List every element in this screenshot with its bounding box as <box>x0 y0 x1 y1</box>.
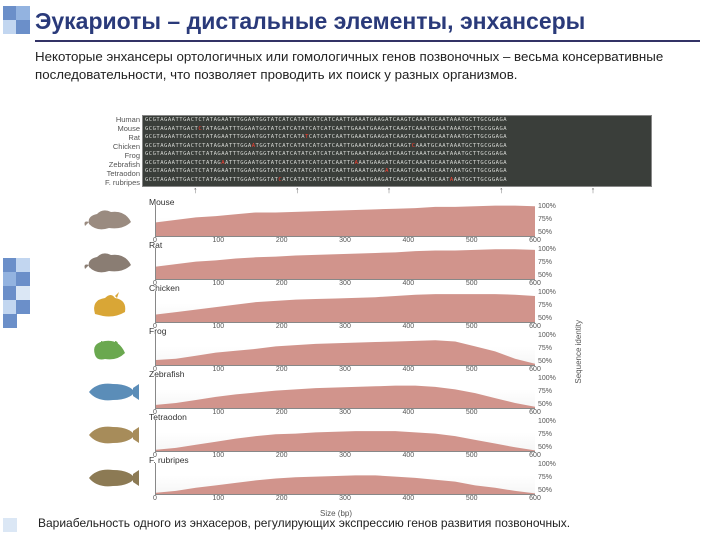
frog-icon <box>80 331 142 365</box>
conservation-plot <box>155 463 535 495</box>
alignment-species: Tetraodon <box>80 169 140 178</box>
alignment-row: GCGTAGAATTGACTCTATAGAATTTGGAATGGTATCATCA… <box>143 159 651 168</box>
chart-row: Chicken100%75%50%0100200300400500600 <box>155 286 625 329</box>
conservation-plot <box>155 420 535 452</box>
alignment-row: GCGTAGAATTGACTCTATAGAATTTGGAATGGTATCATCA… <box>143 176 651 185</box>
y-tick-labels: 100%75%50% <box>538 418 568 452</box>
alignment-species-labels: HumanMouseRatChickenFrogZebrafishTetraod… <box>80 115 140 187</box>
decor-square <box>3 20 17 34</box>
alignment-arrow-icon: ↑ <box>193 185 198 195</box>
y-tick-labels: 100%75%50% <box>538 461 568 495</box>
alignment-block: GCGTAGAATTGACTCTATAGAATTTGGAATGGTATCATCA… <box>142 115 652 187</box>
y-tick-labels: 100%75%50% <box>538 203 568 237</box>
alignment-row: GCGTAGAATTGACTCTATAGAATTTGGAATGGTATCATCA… <box>143 150 651 159</box>
decor-square <box>16 286 30 300</box>
decor-square <box>16 20 30 34</box>
chart-row: Mouse100%75%50%0100200300400500600 <box>155 200 625 243</box>
alignment-row: GCGTAGAATTGACTCTATAGAATTTGGAATGGTATCATCA… <box>143 133 651 142</box>
decor-square <box>16 300 30 314</box>
chart-row: F. rubripes100%75%50%0100200300400500600 <box>155 458 625 501</box>
sequence-alignment: HumanMouseRatChickenFrogZebrafishTetraod… <box>80 115 660 195</box>
conservation-plot <box>155 291 535 323</box>
alignment-arrow-icon: ↑ <box>499 185 504 195</box>
alignment-species: Mouse <box>80 124 140 133</box>
alignment-species: Chicken <box>80 142 140 151</box>
y-tick-labels: 100%75%50% <box>538 246 568 280</box>
chicken-icon <box>80 288 142 322</box>
decor-square <box>3 6 17 20</box>
alignment-row: GCGTAGAATTGACTCTATAGAATTTGGAATGGTATCATCA… <box>143 167 651 176</box>
alignment-arrows: ↑ ↑ ↑ ↑ ↑ <box>142 187 652 197</box>
decor-square <box>3 314 17 328</box>
decor-square <box>3 258 17 272</box>
alignment-arrow-icon: ↑ <box>387 185 392 195</box>
decor-square <box>16 258 30 272</box>
alignment-arrow-icon: ↑ <box>295 185 300 195</box>
decor-square <box>3 272 17 286</box>
chart-row: Zebrafish100%75%50%0100200300400500600 <box>155 372 625 415</box>
alignment-species: Zebrafish <box>80 160 140 169</box>
decor-square <box>16 6 30 20</box>
alignment-row: GCGTAGAATTGACTCTATAGAATTTGGAATGGTATCATCA… <box>143 125 651 134</box>
y-tick-labels: 100%75%50% <box>538 289 568 323</box>
tetraodon-icon <box>80 417 142 451</box>
conservation-plot <box>155 334 535 366</box>
alignment-arrow-icon: ↑ <box>591 185 596 195</box>
rat-icon <box>80 245 142 279</box>
decor-square <box>3 286 17 300</box>
figure-caption: Вариабельность одного из энхасеров, регу… <box>38 516 705 530</box>
conservation-plot <box>155 205 535 237</box>
alignment-row: GCGTAGAATTGACTCTATAGAATTTGGAATGGTATCATCA… <box>143 142 651 151</box>
conservation-charts: Sequence identity Mouse100%75%50%0100200… <box>155 200 625 501</box>
conservation-plot <box>155 248 535 280</box>
chart-row: Rat100%75%50%0100200300400500600 <box>155 243 625 286</box>
zebrafish-icon <box>80 374 142 408</box>
alignment-species: Human <box>80 115 140 124</box>
title-underline <box>35 40 700 42</box>
alignment-row: GCGTAGAATTGACTCTATAGAATTTGGAATGGTATCATCA… <box>143 116 651 125</box>
conservation-plot <box>155 377 535 409</box>
alignment-species: Rat <box>80 133 140 142</box>
alignment-species: F. rubripes <box>80 178 140 187</box>
y-tick-labels: 100%75%50% <box>538 332 568 366</box>
decor-square <box>3 518 17 532</box>
mouse-icon <box>80 202 142 236</box>
fugu-icon <box>80 460 142 494</box>
decor-square <box>16 272 30 286</box>
decor-square <box>3 300 17 314</box>
left-decor <box>0 0 28 540</box>
y-tick-labels: 100%75%50% <box>538 375 568 409</box>
intro-paragraph: Некоторые энхансеры ортологичных или гом… <box>35 48 705 84</box>
chart-row: Frog100%75%50%0100200300400500600 <box>155 329 625 372</box>
page-title: Эукариоты – дистальные элементы, энхансе… <box>35 8 585 35</box>
chart-row: Tetraodon100%75%50%0100200300400500600 <box>155 415 625 458</box>
alignment-species: Frog <box>80 151 140 160</box>
